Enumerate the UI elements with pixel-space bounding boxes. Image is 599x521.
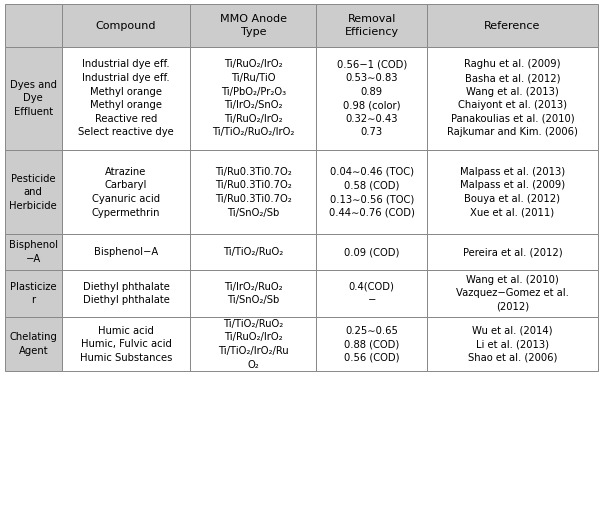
Bar <box>62 234 190 270</box>
Text: Compound: Compound <box>96 20 156 31</box>
Bar <box>62 47 190 150</box>
Text: Diethyl phthalate
Diethyl phthalate: Diethyl phthalate Diethyl phthalate <box>83 281 170 305</box>
Bar <box>5 270 62 317</box>
Bar <box>62 270 190 317</box>
Text: Ti/TiO₂/RuO₂
Ti/RuO₂/IrO₂
Ti/TiO₂/IrO₂/Ru
O₂: Ti/TiO₂/RuO₂ Ti/RuO₂/IrO₂ Ti/TiO₂/IrO₂/R… <box>218 319 289 369</box>
Text: MMO Anode
Type: MMO Anode Type <box>220 14 287 38</box>
Text: Ti/RuO₂/IrO₂
Ti/Ru/TiO
Ti/PbO₂/Pr₂O₃
Ti/IrO₂/SnO₂
Ti/RuO₂/IrO₂
Ti/TiO₂/RuO₂/IrO₂: Ti/RuO₂/IrO₂ Ti/Ru/TiO Ti/PbO₂/Pr₂O₃ Ti/… <box>212 59 295 138</box>
Text: Raghu et al. (2009)
Basha et al. (2012)
Wang et al. (2013)
Chaiyont et al. (2013: Raghu et al. (2009) Basha et al. (2012) … <box>447 59 578 138</box>
Text: Reference: Reference <box>484 20 541 31</box>
Text: Ti/IrO₂/RuO₂
Ti/SnO₂/Sb: Ti/IrO₂/RuO₂ Ti/SnO₂/Sb <box>224 281 283 305</box>
Bar <box>5 47 62 150</box>
Text: 0.09 (COD): 0.09 (COD) <box>344 247 400 257</box>
Text: Wu et al. (2014)
Li et al. (2013)
Shao et al. (2006): Wu et al. (2014) Li et al. (2013) Shao e… <box>468 326 557 363</box>
Bar <box>427 270 598 317</box>
Text: Removal
Efficiency: Removal Efficiency <box>344 14 399 38</box>
Text: 0.25∼0.65
0.88 (COD)
0.56 (COD): 0.25∼0.65 0.88 (COD) 0.56 (COD) <box>344 326 400 363</box>
Bar <box>190 270 316 317</box>
Text: Ti/Ru0.3Ti0.7O₂
Ti/Ru0.3Ti0.7O₂
Ti/Ru0.3Ti0.7O₂
Ti/SnO₂/Sb: Ti/Ru0.3Ti0.7O₂ Ti/Ru0.3Ti0.7O₂ Ti/Ru0.3… <box>215 167 292 218</box>
Bar <box>427 317 598 371</box>
Text: Pesticide
and
Herbicide: Pesticide and Herbicide <box>10 173 57 211</box>
Text: 0.56−1 (COD)
0.53∼0.83
0.89
0.98 (color)
0.32∼0.43
0.73: 0.56−1 (COD) 0.53∼0.83 0.89 0.98 (color)… <box>337 59 407 138</box>
Text: Dyes and
Dye
Effluent: Dyes and Dye Effluent <box>10 80 57 117</box>
Bar <box>62 4 190 47</box>
Text: Bisphenol−A: Bisphenol−A <box>94 247 158 257</box>
Bar <box>427 4 598 47</box>
Bar <box>190 317 316 371</box>
Bar <box>62 317 190 371</box>
Bar <box>190 4 316 47</box>
Bar <box>5 4 62 47</box>
Bar <box>5 150 62 234</box>
Bar <box>5 317 62 371</box>
Text: 0.4(COD)
−: 0.4(COD) − <box>349 281 395 305</box>
Bar <box>427 234 598 270</box>
Bar <box>427 150 598 234</box>
Bar <box>316 270 427 317</box>
Text: Ti/TiO₂/RuO₂: Ti/TiO₂/RuO₂ <box>223 247 283 257</box>
Bar <box>316 150 427 234</box>
Text: Industrial dye eff.
Industrial dye eff.
Methyl orange
Methyl orange
Reactive red: Industrial dye eff. Industrial dye eff. … <box>78 59 174 138</box>
Text: Malpass et al. (2013)
Malpass et al. (2009)
Bouya et al. (2012)
Xue et al. (2011: Malpass et al. (2013) Malpass et al. (20… <box>460 167 565 218</box>
Text: Chelating
Agent: Chelating Agent <box>10 332 57 356</box>
Text: 0.04∼0.46 (TOC)
0.58 (COD)
0.13∼0.56 (TOC)
0.44∼0.76 (COD): 0.04∼0.46 (TOC) 0.58 (COD) 0.13∼0.56 (TO… <box>329 167 415 218</box>
Bar <box>190 47 316 150</box>
Bar <box>316 47 427 150</box>
Text: Bisphenol
−A: Bisphenol −A <box>9 240 58 264</box>
Text: Pereira et al. (2012): Pereira et al. (2012) <box>462 247 562 257</box>
Bar <box>190 150 316 234</box>
Text: Plasticize
r: Plasticize r <box>10 281 56 305</box>
Text: Atrazine
Carbaryl
Cyanuric acid
Cypermethrin: Atrazine Carbaryl Cyanuric acid Cypermet… <box>92 167 161 218</box>
Text: Wang et al. (2010)
Vazquez−Gomez et al.
(2012): Wang et al. (2010) Vazquez−Gomez et al. … <box>456 275 569 312</box>
Bar <box>316 317 427 371</box>
Bar <box>316 234 427 270</box>
Bar <box>62 150 190 234</box>
Bar <box>427 47 598 150</box>
Bar <box>316 4 427 47</box>
Bar <box>190 234 316 270</box>
Text: Humic acid
Humic, Fulvic acid
Humic Substances: Humic acid Humic, Fulvic acid Humic Subs… <box>80 326 173 363</box>
Bar <box>5 234 62 270</box>
